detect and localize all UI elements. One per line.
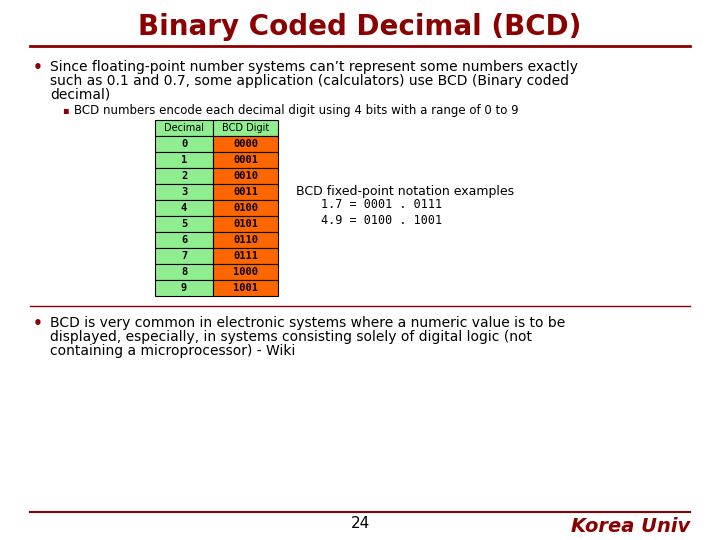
Bar <box>155 280 213 296</box>
Text: 0100: 0100 <box>233 203 258 213</box>
Text: 7: 7 <box>181 251 187 261</box>
Bar <box>213 200 278 216</box>
Text: BCD fixed-point notation examples: BCD fixed-point notation examples <box>296 186 514 199</box>
Bar <box>155 200 213 216</box>
Text: 2: 2 <box>181 171 187 181</box>
Bar <box>155 216 213 232</box>
Text: BCD Digit: BCD Digit <box>222 123 269 133</box>
Text: 0001: 0001 <box>233 155 258 165</box>
Text: 9: 9 <box>181 283 187 293</box>
Bar <box>155 264 213 280</box>
Text: 3: 3 <box>181 187 187 197</box>
Text: BCD numbers encode each decimal digit using 4 bits with a range of 0 to 9: BCD numbers encode each decimal digit us… <box>74 104 518 117</box>
Text: 1: 1 <box>181 155 187 165</box>
Text: 4.9 = 0100 . 1001: 4.9 = 0100 . 1001 <box>321 213 442 226</box>
Bar <box>213 248 278 264</box>
Bar <box>213 136 278 152</box>
Text: Binary Coded Decimal (BCD): Binary Coded Decimal (BCD) <box>138 13 582 41</box>
Bar <box>213 120 278 136</box>
Text: 1001: 1001 <box>233 283 258 293</box>
Text: such as 0.1 and 0.7, some application (calculators) use BCD (Binary coded: such as 0.1 and 0.7, some application (c… <box>50 74 569 88</box>
Text: •: • <box>33 60 43 75</box>
Bar <box>155 120 213 136</box>
Text: decimal): decimal) <box>50 88 110 102</box>
Text: containing a microprocessor) - Wiki: containing a microprocessor) - Wiki <box>50 344 295 358</box>
Bar <box>213 216 278 232</box>
Text: 24: 24 <box>351 516 369 531</box>
Bar <box>155 168 213 184</box>
Bar <box>213 232 278 248</box>
Text: displayed, especially, in systems consisting solely of digital logic (not: displayed, especially, in systems consis… <box>50 330 532 344</box>
Text: 0101: 0101 <box>233 219 258 229</box>
Bar <box>155 152 213 168</box>
Text: BCD is very common in electronic systems where a numeric value is to be: BCD is very common in electronic systems… <box>50 316 565 330</box>
Text: 5: 5 <box>181 219 187 229</box>
Text: Since floating-point number systems can’t represent some numbers exactly: Since floating-point number systems can’… <box>50 60 578 74</box>
Bar <box>155 136 213 152</box>
Text: 0: 0 <box>181 139 187 149</box>
Bar <box>213 184 278 200</box>
Text: 0010: 0010 <box>233 171 258 181</box>
Text: 0111: 0111 <box>233 251 258 261</box>
Text: 8: 8 <box>181 267 187 277</box>
Bar <box>213 152 278 168</box>
Bar <box>155 232 213 248</box>
Text: 0110: 0110 <box>233 235 258 245</box>
Bar <box>213 264 278 280</box>
Bar <box>155 184 213 200</box>
Text: ▪: ▪ <box>62 105 68 115</box>
Text: Decimal: Decimal <box>164 123 204 133</box>
Bar <box>155 248 213 264</box>
Bar <box>213 168 278 184</box>
Text: 0011: 0011 <box>233 187 258 197</box>
Text: 4: 4 <box>181 203 187 213</box>
Text: •: • <box>33 316 43 331</box>
Bar <box>213 280 278 296</box>
Text: Korea Univ: Korea Univ <box>571 516 690 536</box>
Text: 0000: 0000 <box>233 139 258 149</box>
Text: 1.7 = 0001 . 0111: 1.7 = 0001 . 0111 <box>321 198 442 211</box>
Text: 1000: 1000 <box>233 267 258 277</box>
Text: 6: 6 <box>181 235 187 245</box>
